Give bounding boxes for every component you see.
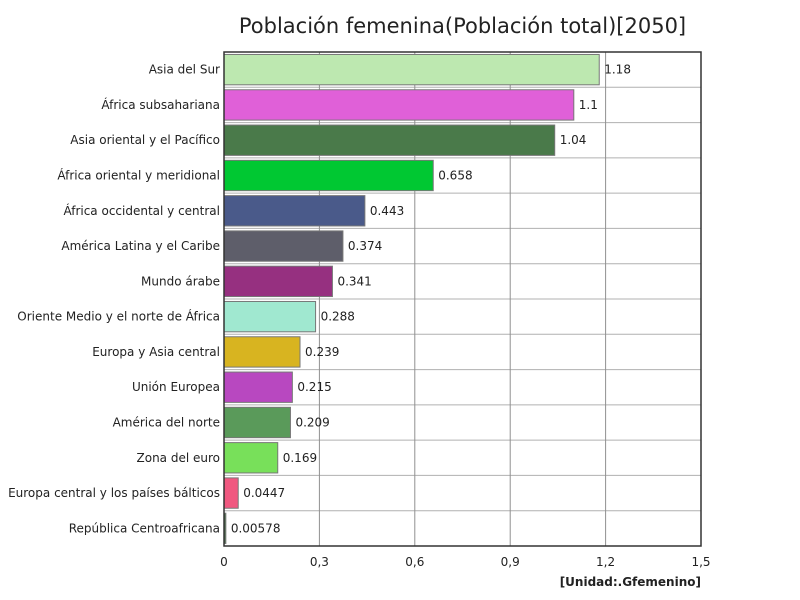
category-label: Zona del euro xyxy=(137,451,220,465)
x-tick-label: 1,5 xyxy=(691,555,710,569)
bar xyxy=(223,53,600,86)
x-tick-label: 0 xyxy=(220,555,228,569)
label-layer: 0 0,3 0,6 0,9 1,2 1,5 1.18 Asia del Sur 1.1 Áfric… xyxy=(8,63,710,569)
category-label: América del norte xyxy=(113,416,220,430)
value-label: 0.374 xyxy=(348,239,382,253)
bar xyxy=(223,442,279,474)
bar xyxy=(223,195,366,227)
x-tick-label: 1,2 xyxy=(596,555,615,569)
bar-layer xyxy=(223,53,600,545)
x-tick-label: 0,6 xyxy=(405,555,424,569)
x-tick-label: 0,3 xyxy=(310,555,329,569)
chart-title: Población femenina(Población total)[2050… xyxy=(238,14,687,38)
category-label: África occidental y central xyxy=(63,203,220,218)
bar xyxy=(223,336,301,368)
category-label: África subsahariana xyxy=(101,97,220,112)
bar xyxy=(223,406,291,439)
bar xyxy=(223,265,333,298)
category-label: Unión Europea xyxy=(132,380,220,394)
bar xyxy=(223,89,575,121)
category-label: América Latina y el Caribe xyxy=(61,239,220,253)
category-label: Asia oriental y el Pacífico xyxy=(70,133,220,147)
bar xyxy=(223,300,317,333)
value-label: 0.00578 xyxy=(231,521,281,535)
value-label: 0.209 xyxy=(295,416,329,430)
category-label: África oriental y meridional xyxy=(57,168,220,183)
category-label: República Centroafricana xyxy=(69,521,220,535)
category-label: Oriente Medio y el norte de África xyxy=(17,309,220,324)
value-label: 1.04 xyxy=(560,133,587,147)
category-label: Asia del Sur xyxy=(149,63,220,77)
category-label: Mundo árabe xyxy=(141,274,220,288)
value-label: 0.0447 xyxy=(243,486,285,500)
bar xyxy=(223,371,293,403)
value-label: 0.288 xyxy=(321,310,355,324)
bar xyxy=(223,477,239,509)
value-label: 0.658 xyxy=(438,169,472,183)
plot-frame xyxy=(223,51,702,547)
value-label: 0.169 xyxy=(283,451,317,465)
value-label: 1.1 xyxy=(579,98,598,112)
bar xyxy=(223,124,556,156)
bar xyxy=(223,159,434,192)
value-label: 1.18 xyxy=(604,63,631,77)
value-label: 0.341 xyxy=(337,274,371,288)
x-tick-label: 0,9 xyxy=(501,555,520,569)
category-label: Europa central y los países bálticos xyxy=(8,486,220,500)
unit-label: [Unidad:.Gfemenino] xyxy=(559,575,701,589)
category-label: Europa y Asia central xyxy=(92,345,220,359)
value-label: 0.239 xyxy=(305,345,339,359)
value-label: 0.215 xyxy=(297,380,331,394)
bar xyxy=(223,230,344,262)
value-label: 0.443 xyxy=(370,204,404,218)
